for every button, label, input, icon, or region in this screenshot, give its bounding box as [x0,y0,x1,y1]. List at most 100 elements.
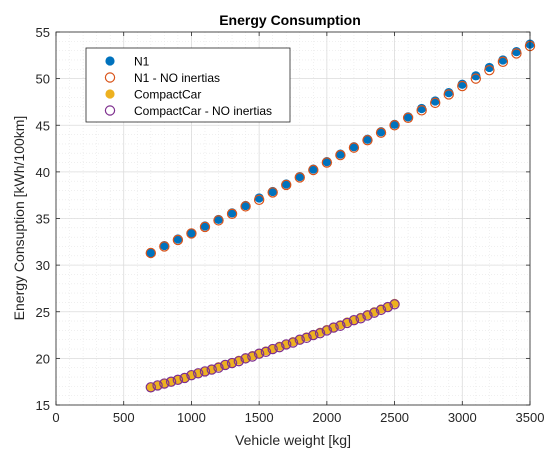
data-point [199,366,211,377]
data-point [308,164,319,176]
data-point [362,310,373,321]
x-tick-label: 1000 [177,410,206,425]
data-point [308,329,319,341]
data-point [267,343,278,355]
y-tick-label: 25 [36,305,50,320]
data-point [213,362,224,373]
legend-marker [104,105,116,116]
data-point [301,332,312,344]
legend-label: N1 - NO inertias [134,71,220,85]
data-point [274,341,285,353]
y-tick-labels: 15 20 25 30 35 40 45 50 55 [36,25,50,413]
data-point [200,221,210,231]
data-point [186,228,197,239]
data-point [159,241,170,252]
data-point [240,353,251,364]
data-point [335,149,345,159]
data-point [497,56,509,68]
x-tick-labels: 0 500 1000 1500 2000 2500 3000 3500 [52,410,544,425]
y-tick-label: 15 [36,398,50,413]
series-1 [145,40,536,259]
data-point [402,112,414,123]
data-point [484,65,495,76]
legend-box [85,47,291,123]
data-point [146,248,156,258]
data-point [443,89,454,100]
data-point [470,73,482,84]
y-tick-label: 55 [36,25,50,40]
legend-marker [105,56,115,66]
data-point [294,172,305,183]
data-point [253,194,265,206]
legend-marker [104,72,116,83]
data-point [268,186,278,197]
data-point [213,215,224,226]
series-3 [145,299,400,393]
legend-marker [105,89,115,99]
y-tick-label: 30 [36,258,50,273]
x-tick-label: 500 [113,410,135,425]
data-point [247,351,258,362]
legend-label: N1 [134,55,150,69]
series-2 [146,298,400,392]
data-point [389,299,400,310]
data-point [308,164,318,174]
data-point [186,228,197,239]
data-point [186,369,197,381]
data-point [152,380,163,391]
data-point [341,317,353,329]
x-tick-label: 2000 [312,410,341,425]
data-point [355,313,366,324]
data-point [349,142,359,152]
y-axis-label: Energy Consuption [kWh/100km] [11,116,27,321]
x-tick-label: 3500 [516,410,545,425]
data-point [362,134,373,146]
series-layer [145,39,536,393]
data-point [233,355,245,367]
data-point [362,134,373,144]
legend-label: CompactCar [134,88,201,102]
data-point [159,240,169,251]
data-point [348,314,360,326]
data-point [322,157,332,167]
data-point [335,320,346,331]
data-point [348,142,360,153]
data-point [287,337,299,348]
data-point [376,127,386,137]
data-point [321,157,333,168]
data-point [471,71,481,81]
y-tick-label: 50 [36,72,50,87]
data-point [430,97,441,109]
data-point [328,322,339,333]
data-point [389,120,400,131]
legend-label: CompactCar - NO inertias [134,104,272,118]
y-tick-label: 35 [36,212,50,227]
x-tick-label: 3000 [448,410,477,425]
data-point [295,171,305,182]
data-point [416,105,427,116]
y-tick-label: 40 [36,165,50,180]
data-point [227,208,237,218]
data-point [281,179,292,191]
data-point [165,376,177,387]
axis-ticks [55,31,531,406]
data-point [375,127,387,138]
data-point [389,119,400,129]
data-point [159,378,170,389]
data-point [484,62,494,73]
data-point [206,364,217,375]
data-point [260,346,272,358]
data-point [220,359,231,371]
data-point [253,348,265,359]
data-point [172,374,184,386]
x-axis-label: Vehicle weight [kg] [235,432,351,448]
chart-title: Energy Consumption [219,12,361,28]
data-point [226,357,238,369]
y-tick-label: 45 [36,118,50,133]
data-point [179,372,190,384]
y-tick-label: 20 [36,351,50,366]
data-point [145,247,156,259]
data-point [369,307,380,318]
data-point [281,179,291,189]
